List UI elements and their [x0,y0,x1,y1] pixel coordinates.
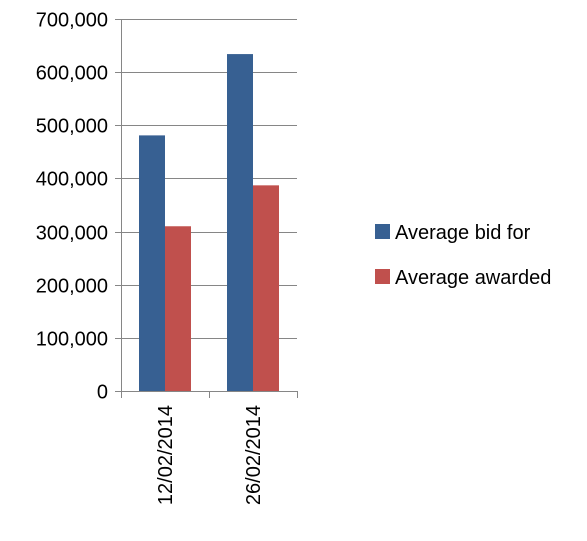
y-tick-label: 500,000 [36,116,108,138]
bar-average-awarded [253,185,279,391]
y-tick-label: 0 [97,382,108,404]
legend-swatch-average-awarded [375,269,390,284]
bar-average-bid-for [139,135,165,391]
x-tick-labels: 12/02/2014 26/02/2014 [155,405,265,505]
legend-label-average-bid-for: Average bid for [395,222,531,244]
legend-swatch-average-bid-for [375,224,390,239]
legend-label-average-awarded: Average awarded [395,267,551,289]
axes [115,19,298,398]
y-tick-label: 600,000 [36,63,108,85]
y-tick-label: 400,000 [36,169,108,191]
legend: Average bid for Average awarded [375,222,551,289]
bars [139,54,279,392]
y-tick-labels: 0 100,000 200,000 300,000 400,000 500,000 600,… [36,10,108,404]
x-tick-label: 12/02/2014 [155,405,177,505]
bar-average-bid-for [227,54,253,392]
x-tick-label: 26/02/2014 [243,405,265,505]
y-tick-label: 700,000 [36,10,108,32]
bar-average-awarded [165,226,191,391]
y-tick-label: 200,000 [36,276,108,298]
y-tick-label: 300,000 [36,223,108,245]
y-tick-label: 100,000 [36,329,108,351]
